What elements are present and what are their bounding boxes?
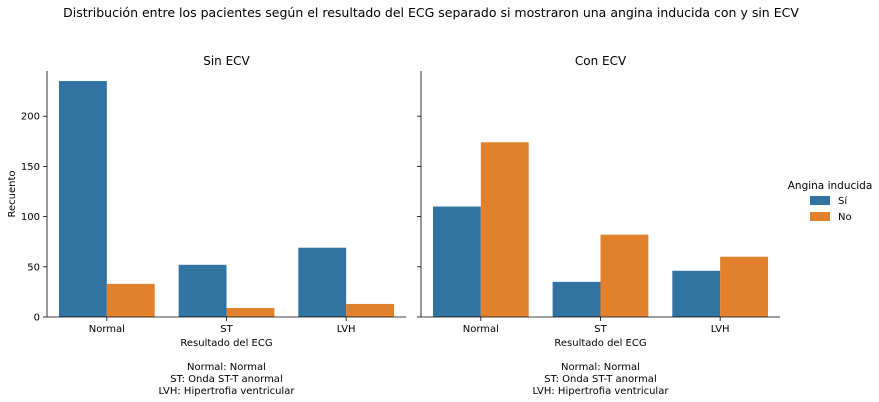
y-tick-label: 150 (21, 162, 40, 173)
x-tick-label: LVH (711, 324, 730, 335)
x-tick-label: Normal (463, 324, 499, 335)
bar-normal-no (480, 142, 529, 317)
bar-st-no (226, 307, 275, 317)
legend: Angina inducida Sí No (788, 180, 873, 223)
y-axis-label: Recuento (7, 170, 18, 217)
bar-normal-no (106, 283, 155, 317)
category-note: LVH: Hipertrofia ventricular (533, 386, 670, 397)
category-note: ST: Onda ST-T anormal (544, 374, 656, 385)
bar-st-si (178, 264, 227, 317)
x-axis-label: Resultado del ECG (180, 338, 272, 349)
legend-label: Sí (838, 195, 848, 207)
figure-title: Distribución entre los pacientes según e… (63, 5, 799, 20)
y-tick-label: 0 (34, 313, 40, 324)
panel-title: Sin ECV (203, 54, 250, 68)
bar-normal-si (432, 206, 481, 317)
legend-label: No (838, 212, 852, 223)
bar-lvh-no (346, 303, 395, 317)
bar-lvh-si (672, 270, 721, 317)
panel-1: 0 50 100 150 200 Normal ST LVH Sin ECV Resultado … (7, 54, 406, 397)
category-note: Normal: Normal (187, 362, 266, 373)
bar-st-no (600, 234, 649, 317)
legend-title: Angina inducida (788, 180, 873, 192)
y-tick-label: 50 (27, 262, 40, 273)
chart-panels: 0 50 100 150 200 Normal ST LVH Sin ECV Resultado … (7, 54, 780, 397)
bar-lvh-no (720, 256, 769, 317)
legend-swatch (810, 212, 830, 221)
x-tick-label: ST (594, 324, 607, 335)
x-axis-label: Resultado del ECG (554, 338, 646, 349)
legend-swatch (810, 196, 830, 205)
bar-normal-si (58, 81, 107, 317)
panel-2: Normal ST LVH Con ECV Resultado del ECG Norma… (417, 54, 780, 397)
y-tick-label: 200 (21, 112, 40, 123)
category-note: ST: Onda ST-T anormal (170, 374, 282, 385)
category-note: LVH: Hipertrofia ventricular (159, 386, 296, 397)
x-tick-label: Normal (89, 324, 125, 335)
bar-lvh-si (298, 247, 347, 317)
category-note: Normal: Normal (561, 362, 640, 373)
bar-st-si (552, 281, 601, 317)
panel-title: Con ECV (575, 54, 627, 68)
x-tick-label: LVH (337, 324, 356, 335)
y-tick-label: 100 (21, 212, 40, 223)
x-tick-label: ST (220, 324, 233, 335)
